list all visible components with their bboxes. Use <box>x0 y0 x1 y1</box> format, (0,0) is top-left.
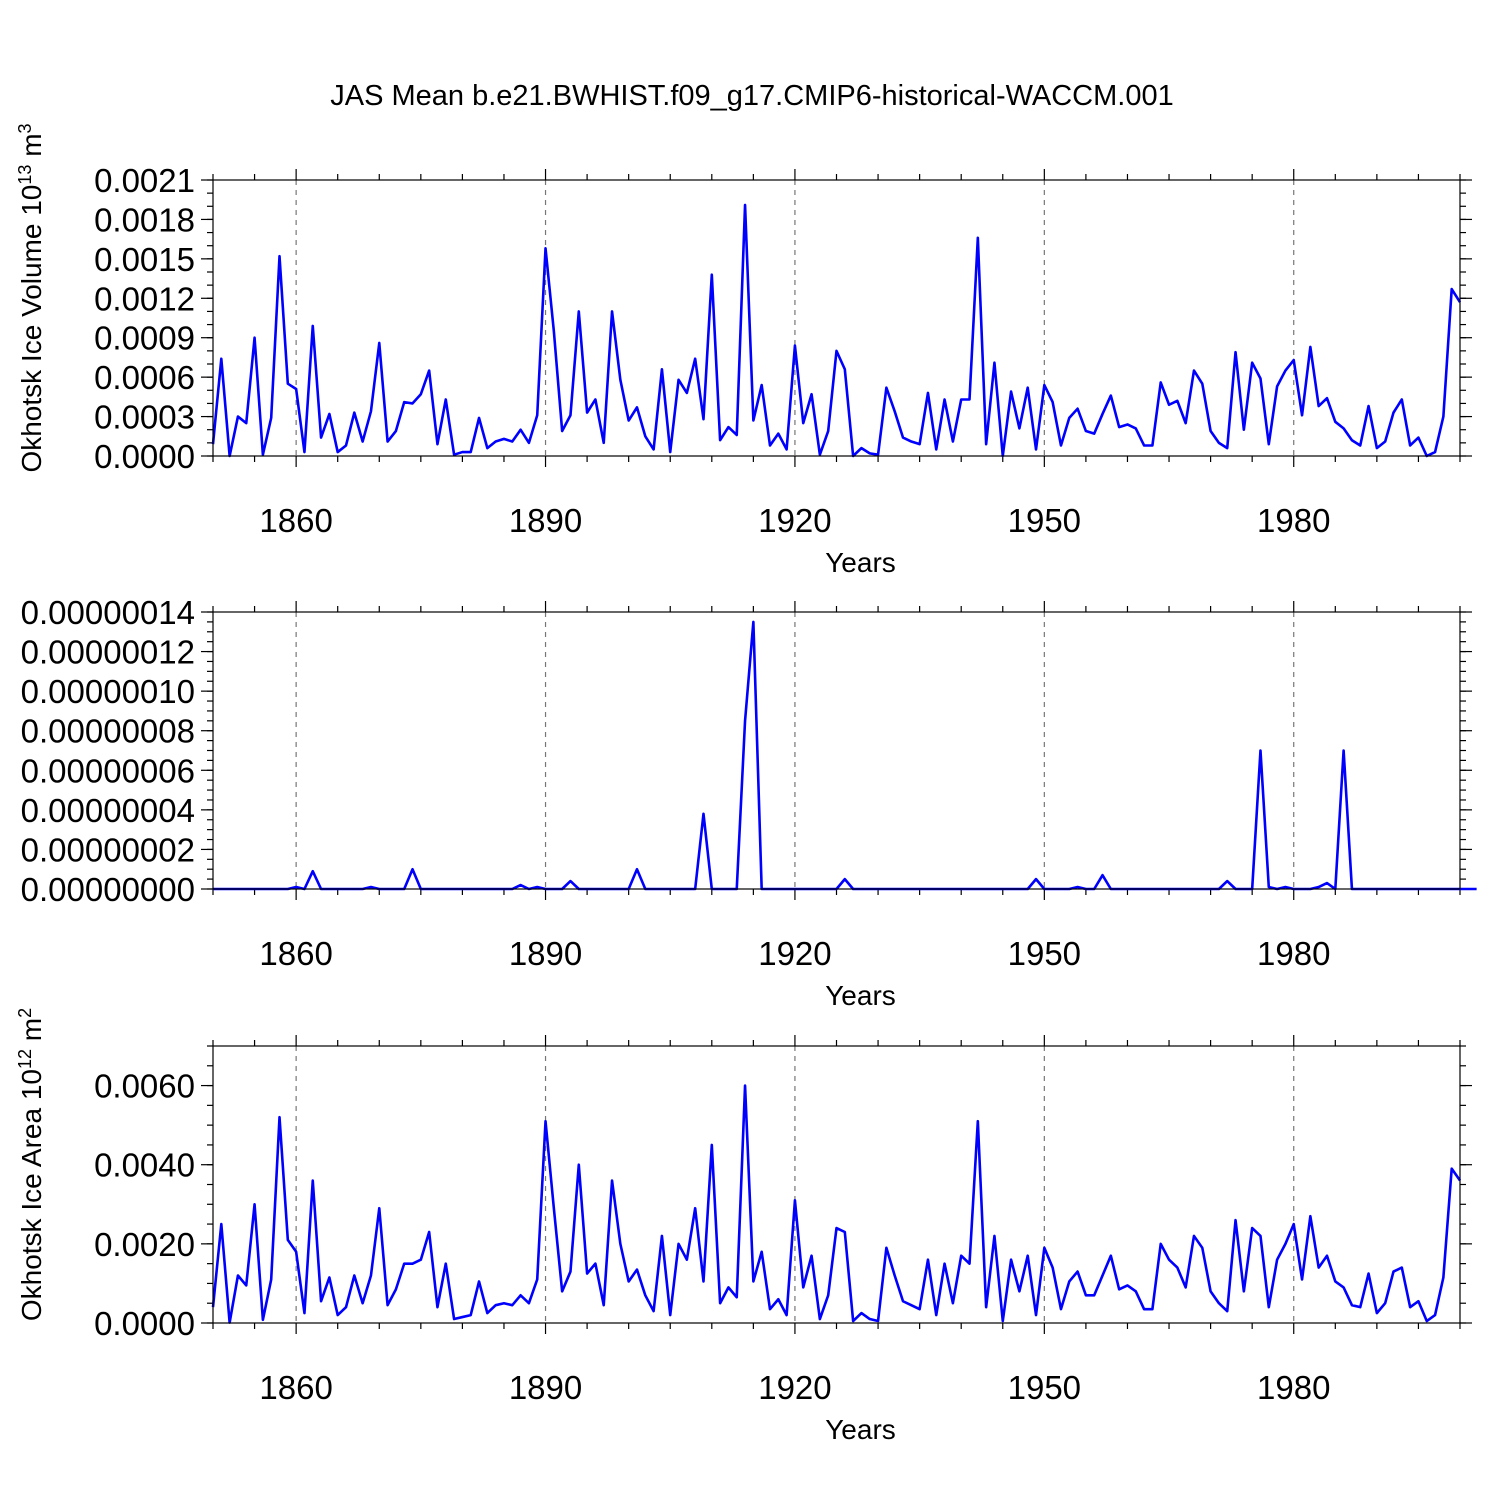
y-tick-label: 0.00000014 <box>21 594 195 631</box>
y-axis-title: Okhotsk Ice Volume 1013 m3 <box>15 123 47 472</box>
y-tick-label: 0.00000012 <box>21 634 195 671</box>
y-tick-label: 0.0040 <box>94 1147 195 1184</box>
x-tick-label: 1980 <box>1257 1369 1330 1406</box>
x-tick-label: 1890 <box>509 935 582 972</box>
y-tick-label: 0.00000002 <box>21 831 195 868</box>
figure-title: JAS Mean b.e21.BWHIST.f09_g17.CMIP6-hist… <box>330 80 1173 112</box>
y-axis-title-text: Okhotsk Ice Volume 10 <box>16 185 47 473</box>
y-tick-label: 0.0006 <box>94 359 195 396</box>
y-tick-label: 0.0000 <box>94 1305 195 1342</box>
y-axis-title-exponent: 12 <box>15 1049 35 1069</box>
y-tick-label: 0.0021 <box>94 162 195 199</box>
x-tick-label: 1980 <box>1257 502 1330 539</box>
y-axis-title-unit-exponent: 2 <box>15 1008 35 1018</box>
y-tick-label: 0.0012 <box>94 280 195 317</box>
data-series-line <box>211 203 1462 458</box>
y-tick-label: 0.00000000 <box>21 871 195 908</box>
data-series-line <box>213 620 1477 891</box>
ice-volume-panel: 1860 1890 1920 1950 19800.00000.00030.00060.… <box>15 123 1472 578</box>
x-tick-label: 1950 <box>1008 502 1081 539</box>
x-tick-label: 1860 <box>259 1369 332 1406</box>
plot-frame <box>212 179 1461 457</box>
x-axis-title: Years <box>825 547 896 578</box>
middle-panel: 1860 1890 1920 1950 1980 0.000000000.00000002… <box>21 594 1477 1011</box>
x-axis-title: Years <box>825 980 896 1011</box>
y-tick-label: 0.0009 <box>94 320 195 357</box>
x-tick-label: 1950 <box>1008 1369 1081 1406</box>
x-tick-label: 1950 <box>1008 935 1081 972</box>
ice-area-panel: 1860 1890 1920 1950 1980 0.0000 0.0020 0.0040 0.… <box>15 1008 1472 1445</box>
y-axis-title-unit: m <box>16 133 47 164</box>
y-tick-label: 0.0000 <box>94 438 195 475</box>
plot-frame <box>212 611 1461 890</box>
y-tick-label: 0.0020 <box>94 1226 195 1263</box>
x-tick-label: 1860 <box>259 935 332 972</box>
y-tick-label: 0.00000006 <box>21 752 195 789</box>
y-axis-title-text: Okhotsk Ice Area 10 <box>16 1069 47 1321</box>
x-tick-label: 1920 <box>758 935 831 972</box>
y-tick-label: 0.00000010 <box>21 673 195 710</box>
y-axis-title-exponent: 13 <box>15 165 35 185</box>
y-tick-label: 0.0003 <box>94 399 195 436</box>
x-tick-label: 1980 <box>1257 935 1330 972</box>
y-axis-title-unit: m <box>16 1018 47 1049</box>
plot-frame <box>212 1045 1461 1324</box>
x-tick-label: 1920 <box>758 502 831 539</box>
y-tick-label: 0.00000008 <box>21 713 195 750</box>
y-tick-label: 0.0060 <box>94 1068 195 1105</box>
y-axis-title-unit-exponent: 3 <box>15 123 35 133</box>
data-series-line <box>211 1084 1462 1324</box>
y-tick-label: 0.0018 <box>94 201 195 238</box>
y-axis-title: Okhotsk Ice Area 1012 m2 <box>15 1008 47 1321</box>
y-tick-label: 0.00000004 <box>21 792 195 829</box>
y-tick-label: 0.0015 <box>94 241 195 278</box>
x-tick-label: 1920 <box>758 1369 831 1406</box>
x-tick-label: 1890 <box>509 502 582 539</box>
x-axis-title: Years <box>825 1414 896 1445</box>
x-tick-label: 1890 <box>509 1369 582 1406</box>
x-tick-label: 1860 <box>259 502 332 539</box>
